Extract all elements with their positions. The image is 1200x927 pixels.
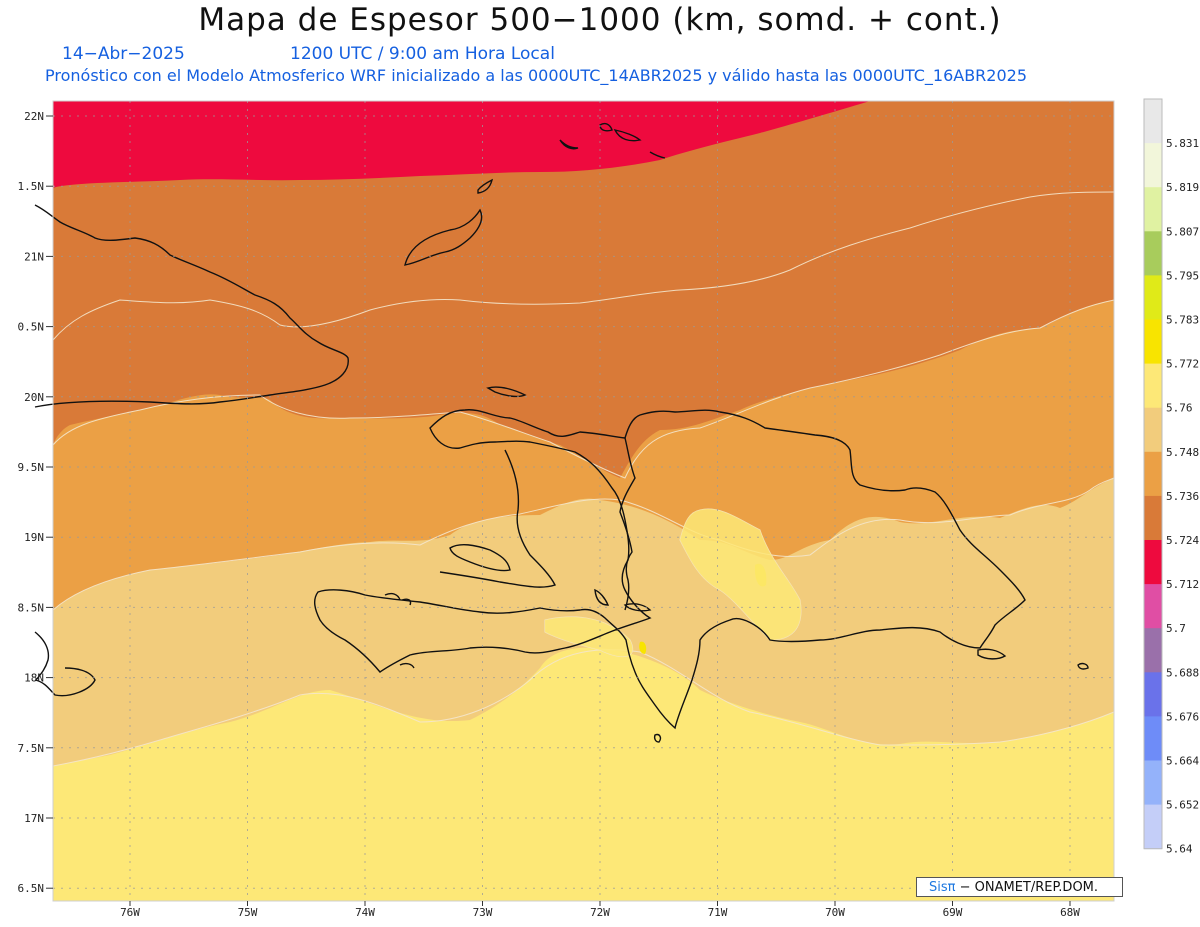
- sispi-logo: Sisπ: [929, 880, 956, 895]
- thickness-bands: [53, 101, 1114, 901]
- colorbar-swatch: [1144, 451, 1162, 497]
- colorbar-swatch: [1144, 672, 1162, 717]
- contour-5712: [52, 191, 1115, 341]
- map-frame: [52, 100, 1115, 902]
- coast-cays: [384, 592, 415, 669]
- lon-label: 74W: [355, 906, 375, 919]
- lon-label: 75W: [238, 906, 258, 919]
- longitude-labels: 76W 75W 74W 73W 72W 71W 70W 69W 68W: [120, 901, 1080, 919]
- map-title: Mapa de Espesor 500−1000 (km, somd. + co…: [198, 2, 1002, 38]
- lat-label: 8.5N: [18, 601, 45, 614]
- coast-lake: [594, 588, 652, 612]
- coastlines: [34, 122, 1089, 743]
- colorbar-label: 5.7: [1166, 622, 1186, 635]
- colorbar-swatch: [1144, 584, 1162, 629]
- lon-label: 71W: [708, 906, 728, 919]
- coast-beata: [653, 733, 662, 743]
- lat-label: 20N: [24, 391, 44, 404]
- colorbar-label: 5.736: [1166, 490, 1199, 503]
- coast-cuba: [34, 204, 349, 408]
- colorbar-swatch: [1144, 319, 1162, 365]
- lon-label: 69W: [943, 906, 963, 919]
- coast-great-inagua: [404, 208, 483, 266]
- coast-gonave: [449, 543, 511, 572]
- coast-haiti-south: [439, 449, 556, 588]
- contour-5748: [52, 649, 1115, 767]
- lon-label: 68W: [1060, 906, 1080, 919]
- lon-label: 76W: [120, 906, 140, 919]
- colorbar-swatch: [1144, 716, 1162, 761]
- colorbar-swatch: [1144, 143, 1162, 188]
- colorbar-label: 5.819: [1166, 181, 1199, 194]
- warm-patch-5760: [680, 509, 801, 640]
- lat-label: 19N: [24, 531, 44, 544]
- colorbar-swatch: [1144, 231, 1162, 276]
- model-info-label: Pronóstico con el Modelo Atmosferico WRF…: [45, 66, 1028, 85]
- colorbar-label: 5.76: [1166, 402, 1193, 415]
- coast-little-inagua: [477, 178, 494, 194]
- credit-text: − ONAMET/REP.DOM.: [959, 880, 1099, 895]
- colorbar: 5.831 5.819 5.807 5.795 5.783 5.772 5.76 5.748 5…: [1143, 98, 1199, 856]
- colorbar-swatch: [1144, 540, 1162, 585]
- colorbar-label: 5.64: [1166, 843, 1193, 856]
- lon-label: 70W: [825, 906, 845, 919]
- colorbar-label: 5.795: [1166, 269, 1199, 282]
- lat-label: 17N: [24, 812, 44, 825]
- colorbar-swatch: [1144, 99, 1162, 144]
- lat-label: 7.5N: [18, 742, 45, 755]
- colorbar-label: 5.652: [1166, 799, 1199, 812]
- lat-label: 9.5N: [18, 461, 45, 474]
- colorbar-swatch: [1144, 760, 1162, 806]
- colorbar-swatch: [1144, 275, 1162, 320]
- lat-lon-grid: [53, 101, 1114, 901]
- contour-5724: [52, 299, 1115, 479]
- warm-patch-5760-b: [545, 616, 633, 657]
- colorbar-label: 5.712: [1166, 578, 1199, 591]
- time-label: 1200 UTC / 9:00 am Hora Local: [290, 44, 555, 64]
- colorbar-swatch: [1144, 804, 1162, 850]
- thickness-max-patch-2: [639, 641, 647, 654]
- colorbar-swatch: [1144, 495, 1162, 541]
- colorbar-frame: [1143, 98, 1163, 850]
- lon-label: 73W: [473, 906, 493, 919]
- colorbar-swatch: [1144, 407, 1162, 453]
- coast-caicos: [559, 122, 666, 159]
- lat-label: 21N: [24, 250, 44, 263]
- coast-hispaniola: [313, 409, 1026, 730]
- lon-label: 72W: [590, 906, 610, 919]
- border-haiti-dr: [619, 437, 636, 611]
- contour-5736: [52, 477, 1115, 611]
- lat-label: 18N: [24, 672, 44, 685]
- coast-saona: [977, 648, 1007, 660]
- latitude-labels: 22N 1.5N 21N 0.5N 20N 9.5N 19N 8.5N 18N 7.5N 17N 6.…: [18, 110, 53, 895]
- colorbar-label: 5.724: [1166, 534, 1199, 547]
- coast-mona: [1077, 662, 1089, 670]
- colorbar-label: 5.807: [1166, 225, 1199, 238]
- colorbar-label: 5.688: [1166, 666, 1199, 679]
- coast-tortuga: [486, 386, 527, 398]
- colorbar-label: 5.831: [1166, 137, 1199, 150]
- colorbar-swatch: [1144, 363, 1162, 409]
- colorbar-label: 5.676: [1166, 710, 1199, 723]
- lat-label: 22N: [24, 110, 44, 123]
- colorbar-label: 5.783: [1166, 314, 1199, 327]
- band-5700: [53, 101, 870, 188]
- credit-box: Sisπ − ONAMET/REP.DOM.: [916, 877, 1123, 897]
- lat-label: 1.5N: [18, 180, 45, 193]
- colorbar-label: 5.748: [1166, 446, 1199, 459]
- date-label: 14−Abr−2025: [62, 44, 185, 64]
- lat-label: 0.5N: [18, 321, 45, 334]
- colorbar-label: 5.772: [1166, 358, 1199, 371]
- lat-label: 6.5N: [18, 882, 45, 895]
- colorbar-swatch: [1144, 628, 1162, 673]
- colorbar-label: 5.664: [1166, 755, 1199, 768]
- colorbar-swatch: [1144, 187, 1162, 232]
- band-5724: [53, 101, 1114, 478]
- coast-cuba-east: [34, 631, 96, 697]
